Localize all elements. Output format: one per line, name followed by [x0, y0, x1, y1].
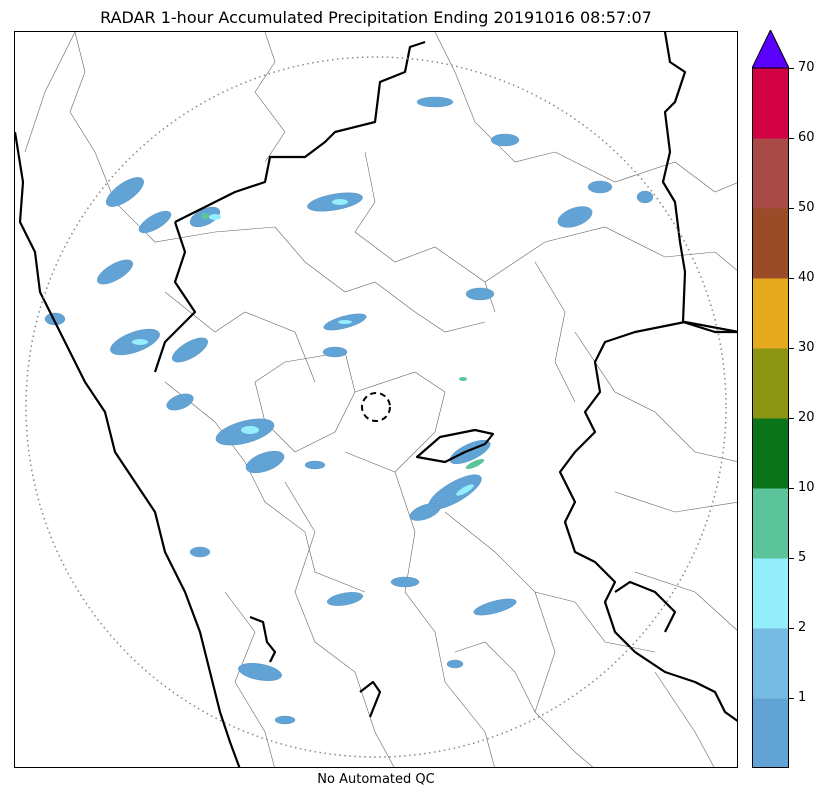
colorbar-bin: [752, 628, 789, 699]
colorbar-extend-arrow: [752, 30, 789, 69]
colorbar-bin: [752, 208, 789, 279]
colorbar-tick: [789, 278, 794, 279]
colorbar-tick-label: 20: [798, 410, 815, 425]
colorbar-tick-label: 60: [798, 130, 815, 145]
colorbar-tick-label: 30: [798, 340, 815, 355]
colorbar-tick: [789, 138, 794, 139]
colorbar-bins: [752, 68, 789, 768]
colorbar-bin: [752, 68, 789, 139]
colorbar-tick-label: 2: [798, 620, 807, 635]
precipitation-echoes-moderate: [201, 213, 485, 470]
colorbar-bin: [752, 278, 789, 349]
radar-range-ring: [25, 56, 727, 758]
colorbar: [752, 30, 789, 768]
radar-map[interactable]: [14, 31, 738, 768]
colorbar-tick: [789, 488, 794, 489]
colorbar-tick-label: 10: [798, 480, 815, 495]
colorbar-tick: [789, 68, 794, 69]
colorbar-tick-label: 70: [798, 60, 815, 75]
qc-note: No Automated QC: [317, 772, 435, 787]
colorbar-tick: [789, 348, 794, 349]
colorbar-tick: [789, 418, 794, 419]
colorbar-tick-label: 5: [798, 550, 807, 565]
district-boundaries: [24, 32, 737, 767]
colorbar-tick: [789, 558, 794, 559]
radar-map-canvas: [15, 32, 737, 767]
colorbar-bin: [752, 558, 789, 629]
colorbar-tick-label: 1: [798, 690, 807, 705]
chart-title: RADAR 1-hour Accumulated Precipitation E…: [100, 8, 652, 27]
colorbar-bin: [752, 348, 789, 419]
precipitation-echoes-light: [132, 199, 474, 496]
colorbar-bin: [752, 698, 789, 768]
colorbar-tick: [789, 208, 794, 209]
colorbar-bin: [752, 418, 789, 489]
radar-site-marker: [361, 392, 391, 422]
colorbar-tick: [789, 698, 794, 699]
colorbar-bin: [752, 138, 789, 209]
state-boundaries: [15, 32, 737, 767]
colorbar-outline: [752, 67, 789, 768]
colorbar-tick: [789, 628, 794, 629]
colorbar-bin: [752, 488, 789, 559]
precipitation-echoes: [44, 96, 654, 725]
colorbar-tick-label: 40: [798, 270, 815, 285]
colorbar-tick-label: 50: [798, 200, 815, 215]
